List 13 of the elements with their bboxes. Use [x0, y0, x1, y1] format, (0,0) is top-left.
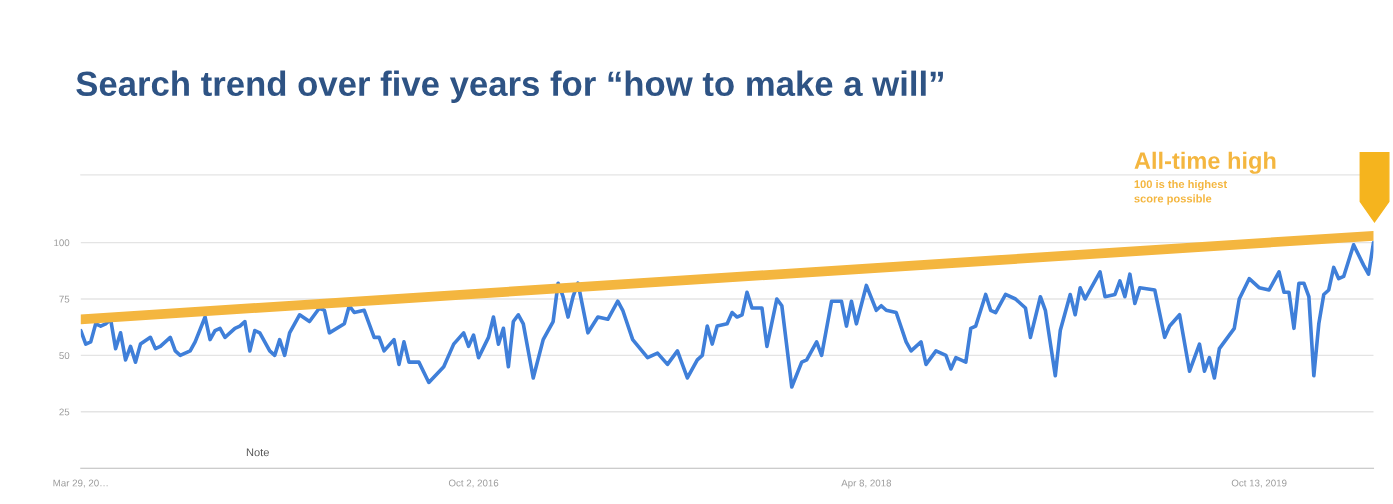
- annotation: 100 is the highest score possible: [1134, 179, 1228, 205]
- line-series: [80, 240, 1374, 389]
- y-tick-label: 75: [59, 295, 70, 303]
- text: All-time high: [1134, 151, 1276, 174]
- x-tick-label: Apr 8, 2018: [841, 479, 892, 489]
- y-tick-label: 50: [59, 352, 70, 360]
- x-tick-label: Oct 2, 2016: [448, 479, 499, 488]
- x-tick-label: Oct 13, 2019: [1231, 479, 1287, 488]
- y-tick-label: 25: [59, 408, 70, 416]
- chart-title: Search trend over five years for “how to make a will”: [76, 70, 943, 103]
- y-tick-label: 100: [54, 239, 70, 247]
- annotation: Note: [246, 448, 269, 457]
- x-tick-label: Mar 29, 20…: [53, 479, 108, 488]
